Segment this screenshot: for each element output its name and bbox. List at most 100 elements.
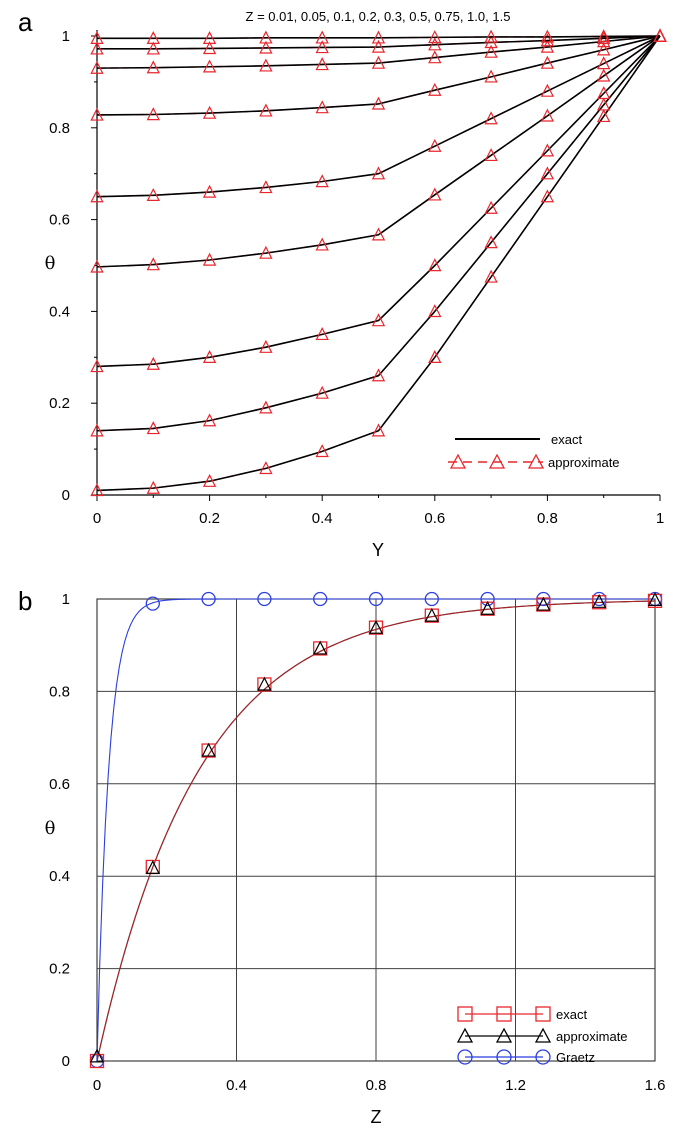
panel-b-x-tick-label: 0.8 xyxy=(366,1077,387,1094)
panel-b-graetz-point xyxy=(368,591,384,607)
panel-b-graetz-point xyxy=(257,591,272,607)
panel-a-y-tick-label: 1 xyxy=(62,28,70,45)
panel-a-approx-point xyxy=(259,400,273,414)
panel-a-approx-point xyxy=(259,245,273,259)
panel-a-y-tick-label: 0.2 xyxy=(49,395,70,412)
panel-a-approx-point xyxy=(146,107,160,121)
panel-a-approx-point xyxy=(90,189,104,203)
panel-b-approx-point xyxy=(368,619,384,634)
panel-a-approx-point xyxy=(146,480,160,494)
panel-a-approx-line-4 xyxy=(96,35,661,198)
panel-a-approx-point xyxy=(202,105,217,119)
panel-a-approx-point xyxy=(90,259,104,273)
panel-a-approx-point xyxy=(484,29,498,43)
panel-b-graetz-curve xyxy=(96,598,655,1062)
panel-b: b 0 0.4 0.8 1.2 1.6 0 0.2 0.4 0.6 0.8 1 Z θ exact … xyxy=(18,586,665,1127)
panel-b-y-tick-label: 0.4 xyxy=(49,868,70,885)
panel-b-graetz-point xyxy=(424,591,439,607)
panel-a-approx-point xyxy=(484,69,498,83)
panel-a-exact-line-1 xyxy=(96,35,661,432)
panel-a-exact-line-2 xyxy=(96,35,661,368)
panel-a-approx-point xyxy=(90,359,104,373)
panel-a-approx-point xyxy=(146,30,160,44)
panel-a-approx-point xyxy=(371,96,386,110)
panel-a-approx-point xyxy=(597,86,611,100)
panel-a-approx-point xyxy=(315,237,329,251)
panel-b-approx-point xyxy=(145,860,160,875)
panel-a-approx-point xyxy=(259,180,273,194)
legend-b-approx-marker-3 xyxy=(534,1027,552,1043)
panel-a-approx-point xyxy=(371,368,386,382)
panel-a-approx-point xyxy=(90,41,104,55)
panel-a-approx-point xyxy=(371,227,386,241)
panel-a-approx-point xyxy=(597,56,611,70)
panel-b-x-label: Z xyxy=(371,1107,382,1127)
panel-a-approx-point xyxy=(90,107,104,121)
panel-a-approx-point xyxy=(259,461,273,475)
panel-b-series xyxy=(89,591,663,1069)
panel-a-exact-line-5 xyxy=(96,35,661,116)
panel-a-label: a xyxy=(18,7,33,37)
panel-a-approx-point xyxy=(653,28,667,42)
panel-a-exact-line-0 xyxy=(96,35,661,492)
panel-a-approx-point xyxy=(371,423,386,437)
panel-a-approx-point xyxy=(597,29,611,43)
panel-a-approx-point xyxy=(146,257,160,271)
panel-a-approx-point xyxy=(146,421,160,435)
panel-a-x-tick-label: 0 xyxy=(93,510,101,527)
panel-a-approx-point xyxy=(371,39,386,53)
panel-b-approx-point xyxy=(313,640,328,655)
panel-a-approx-point xyxy=(540,189,555,203)
panel-a-approx-point xyxy=(90,483,104,497)
panel-a-x-tick-label: 0.8 xyxy=(537,510,558,527)
panel-a-approx-point xyxy=(146,41,160,55)
panel-b-exact-point xyxy=(89,1053,105,1069)
legend-b-approx-marker-2 xyxy=(495,1027,513,1043)
panel-a-approx-point xyxy=(540,29,555,43)
panel-a-tick-labels: 0 0.2 0.4 0.6 0.8 1 0 0.2 0.4 0.6 0.8 1 xyxy=(49,28,664,527)
legend-a-approx-marker-1 xyxy=(449,453,467,469)
panel-a-exact-line-3 xyxy=(96,35,661,268)
panel-a-y-label: θ xyxy=(45,253,56,274)
panel-a-legend: exact approximate xyxy=(448,432,620,470)
panel-a-approx-point xyxy=(540,83,555,97)
panel-a-approx-point xyxy=(315,30,329,44)
panel-a-approx-point xyxy=(484,111,498,125)
panel-a-approx-point xyxy=(540,39,555,53)
panel-a-approx-point xyxy=(259,30,273,44)
panel-a-approx-point xyxy=(484,235,498,249)
legend-a-approx-label: approximate xyxy=(548,455,620,470)
legend-a-exact-label: exact xyxy=(551,432,582,447)
panel-b-approx-point xyxy=(424,607,439,622)
panel-b-graetz-point xyxy=(201,591,216,607)
panel-a-approx-point xyxy=(484,269,498,283)
legend-b-exact-label: exact xyxy=(556,1007,587,1022)
panel-a-exact-line-8 xyxy=(97,35,661,40)
legend-b-exact-marker-2 xyxy=(496,1006,512,1022)
panel-a-y-tick-label: 0.8 xyxy=(49,120,70,137)
panel-a-exact-line-6 xyxy=(96,35,661,69)
panel-b-exact-curve xyxy=(96,600,656,1062)
panel-a-approx-point xyxy=(371,30,386,44)
legend-b-exact-marker-1 xyxy=(457,1006,473,1022)
panel-a-approx-point xyxy=(540,166,555,180)
panel-a-approx-point xyxy=(259,58,273,72)
panel-a-approx-point xyxy=(540,33,555,47)
panel-b-approx-point xyxy=(89,1048,105,1063)
panel-a-approx-point xyxy=(484,148,498,162)
panel-b-x-tick-label: 1.6 xyxy=(645,1077,666,1094)
panel-a-approx-point xyxy=(484,200,498,214)
panel-b-y-tick-label: 0.8 xyxy=(49,683,70,700)
panel-a-approx-point xyxy=(90,60,104,74)
panel-b-x-tick-label: 1.2 xyxy=(505,1077,526,1094)
panel-a-approx-point xyxy=(146,356,160,370)
panel-a-approx-point xyxy=(315,444,329,458)
panel-a-x-tick-label: 1 xyxy=(656,510,664,527)
legend-b-approx-marker-1 xyxy=(456,1027,474,1043)
panel-a-approx-point xyxy=(428,349,442,363)
panel-a-x-label: Y xyxy=(372,540,384,560)
panel-a-approx-point xyxy=(540,55,555,69)
legend-b-graetz-marker-1 xyxy=(457,1049,473,1065)
panel-b-approx-point xyxy=(480,600,495,615)
